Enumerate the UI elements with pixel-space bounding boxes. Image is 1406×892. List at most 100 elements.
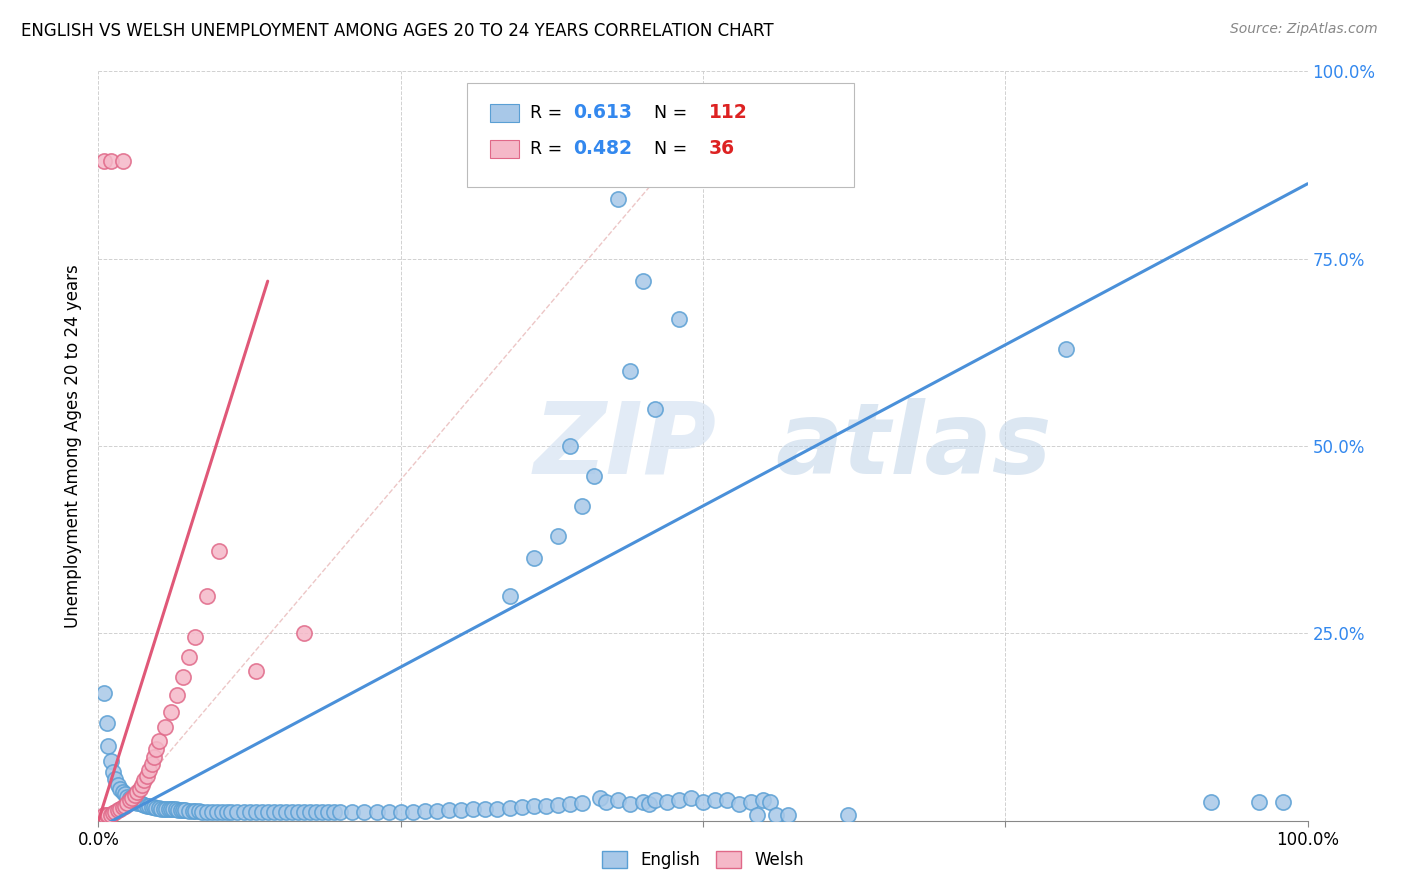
Point [558,797,581,812]
Point [131,778,153,792]
Point [644,792,666,806]
Point [205,805,228,819]
Point [111,800,134,814]
Point [93,686,115,700]
Point [589,791,612,805]
Point [208,544,231,558]
Point [1272,795,1295,809]
Point [353,805,375,820]
Point [245,805,267,820]
Point [245,664,267,678]
Point [498,801,520,815]
Point [292,626,315,640]
Point [498,589,520,603]
Point [287,805,309,820]
Point [117,796,139,810]
Point [195,589,218,603]
Point [97,807,120,822]
Point [134,797,156,812]
Point [169,803,191,817]
Point [191,805,214,819]
Point [179,650,201,665]
Point [776,807,799,822]
Point [329,805,352,820]
Point [221,805,243,820]
Point [138,799,160,814]
Point [111,785,134,799]
Point [97,739,120,753]
Point [292,805,315,820]
Point [463,802,485,816]
Point [607,792,630,806]
Point [108,782,131,797]
Point [377,805,399,819]
Point [148,734,170,748]
FancyBboxPatch shape [491,139,519,158]
Point [121,792,143,806]
Point [758,795,780,809]
Point [118,792,141,806]
Point [114,788,136,802]
Point [1199,795,1222,809]
Point [100,154,122,169]
Point [172,803,194,817]
Point [166,688,188,702]
Point [128,782,150,797]
Point [547,797,569,812]
Point [96,716,118,731]
Point [152,802,174,816]
Point [269,805,291,820]
Point [281,805,304,820]
Point [165,802,187,816]
Point [728,797,751,812]
Text: N =: N = [643,139,692,158]
Text: Source: ZipAtlas.com: Source: ZipAtlas.com [1230,22,1378,37]
Point [595,795,617,809]
Point [631,274,654,288]
Point [184,630,207,644]
Point [1054,342,1077,356]
Point [366,805,388,819]
Point [145,801,167,815]
Point [1249,795,1271,809]
Point [523,799,546,814]
Point [141,800,163,814]
Text: atlas: atlas [776,398,1052,494]
Point [558,439,581,453]
Point [100,754,122,768]
Point [534,798,557,813]
Point [127,785,149,799]
Point [765,807,787,822]
Point [311,805,333,820]
Point [150,802,173,816]
Point [141,756,163,771]
Point [184,804,207,818]
Point [131,797,153,812]
Point [135,769,157,783]
Point [486,802,509,816]
Point [101,806,124,821]
Point [437,803,460,817]
Point [547,529,569,543]
Point [510,800,533,814]
FancyBboxPatch shape [467,83,855,187]
Point [118,791,141,805]
Text: 112: 112 [709,103,748,122]
Point [752,792,775,806]
Point [704,792,727,806]
Point [124,794,146,808]
Point [655,795,678,809]
Point [155,802,177,816]
Text: 0.482: 0.482 [574,139,633,158]
Point [179,804,201,818]
Point [389,805,412,819]
Point [187,804,209,818]
Point [181,804,204,818]
Point [101,764,124,779]
Y-axis label: Unemployment Among Ages 20 to 24 years: Unemployment Among Ages 20 to 24 years [65,264,83,628]
Point [162,802,184,816]
Text: 0.613: 0.613 [574,103,633,122]
Point [201,805,224,819]
Point [93,807,115,822]
Point [668,792,690,806]
